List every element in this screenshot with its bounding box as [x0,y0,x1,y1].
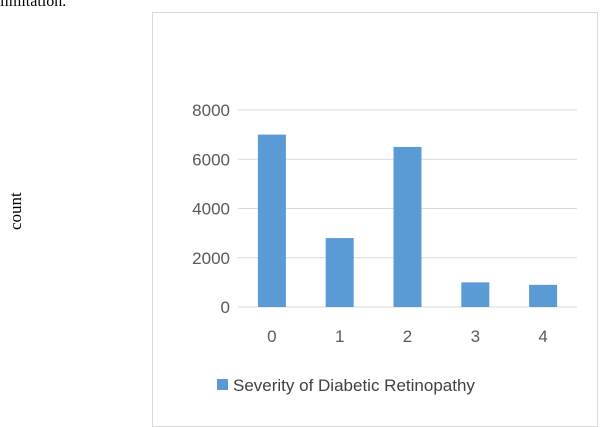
bars [257,134,558,307]
x-tick-label: 1 [335,327,344,346]
x-tick-label: 2 [403,327,412,346]
y-tick-labels: 0 2000 4000 6000 8000 [192,101,230,317]
bar-1 [325,238,354,307]
y-tick-label: 8000 [192,101,230,120]
x-tick-labels: 0 1 2 3 4 [267,327,548,346]
preceding-text-fragment: limitation. [0,0,67,10]
bar-0 [257,134,286,307]
x-tick-label: 3 [471,327,480,346]
y-tick-label: 6000 [192,150,230,169]
bar-4 [529,284,558,307]
x-tick-label: 0 [267,327,276,346]
bar-2 [393,146,422,307]
x-tick-label: 4 [538,327,547,346]
legend-swatch [217,379,228,390]
y-tick-label: 0 [221,298,230,317]
bar-3 [461,282,490,307]
legend-label: Severity of Diabetic Retinopathy [233,376,475,395]
y-tick-label: 4000 [192,200,230,219]
legend: Severity of Diabetic Retinopathy [217,376,475,395]
y-tick-label: 2000 [192,249,230,268]
